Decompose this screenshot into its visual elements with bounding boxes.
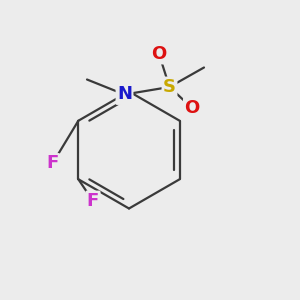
Text: O: O (152, 45, 166, 63)
Text: S: S (163, 78, 176, 96)
Text: F: F (46, 154, 58, 172)
Text: N: N (117, 85, 132, 103)
Text: O: O (184, 99, 200, 117)
Text: F: F (87, 192, 99, 210)
